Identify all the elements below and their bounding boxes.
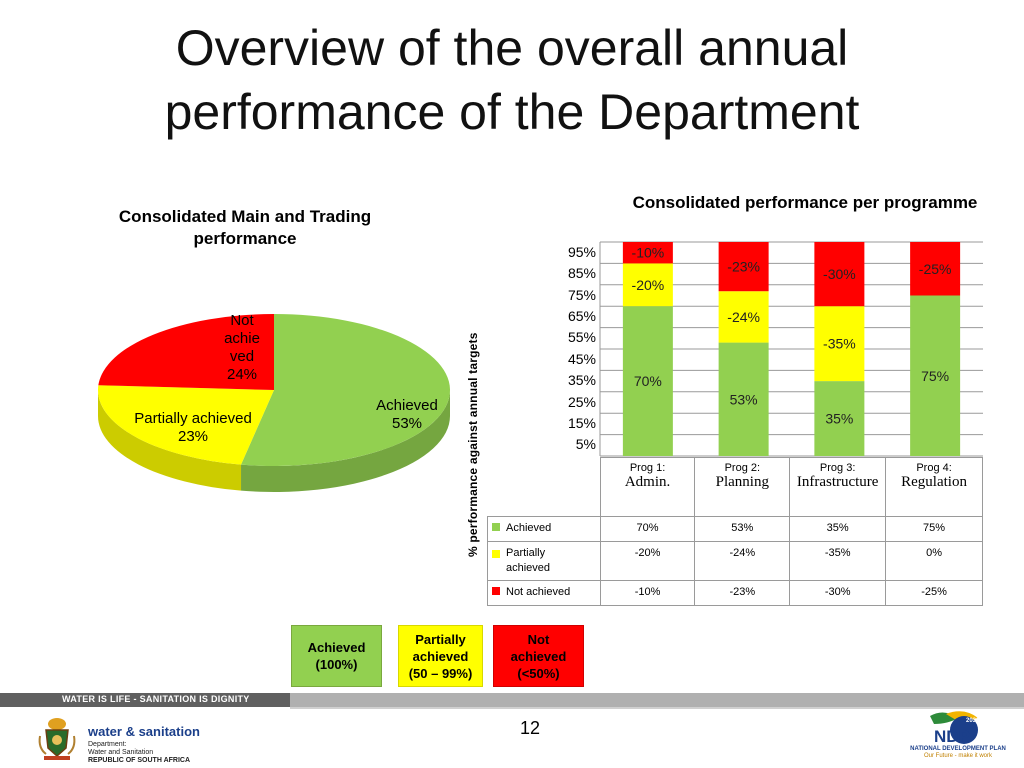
bar-chart-data-table: Prog 1: Admin. Prog 2: Planning Prog 3: … xyxy=(487,457,983,606)
y-tick-label: 55% xyxy=(567,329,596,346)
pie-value-not-achieved: 24% xyxy=(226,366,258,383)
key-not-achieved-text: Not achieved (<50%) xyxy=(510,631,567,681)
table-row-partially-achieved: Partially achieved -20% -24% -35% 0% xyxy=(487,541,983,581)
page-number: 12 xyxy=(520,718,541,738)
category-prog-2: Prog 2: Planning xyxy=(694,457,791,517)
table-header-row: Prog 1: Admin. Prog 2: Planning Prog 3: … xyxy=(487,457,983,517)
bar-0-1 xyxy=(718,342,769,456)
pie-side-1 xyxy=(97,390,242,491)
pie-chart-title: Consolidated Main and Trading performanc… xyxy=(118,207,372,248)
category-prog-1: Prog 1: Admin. xyxy=(599,457,696,517)
swatch-not-achieved xyxy=(492,587,500,596)
bar-data-label: -30% xyxy=(823,266,856,282)
svg-text:2030: 2030 xyxy=(966,718,980,724)
bar-data-label: 35% xyxy=(825,411,853,427)
table-cell: -10% xyxy=(599,580,696,606)
key-achieved: Achieved (100%) xyxy=(291,625,382,687)
table-cell: 35% xyxy=(789,516,887,542)
table-cell: -20% xyxy=(599,541,696,581)
pie-label-partially-achieved: Partially achieved 23% xyxy=(118,410,268,446)
table-cell: -30% xyxy=(789,580,887,606)
table-cell: 70% xyxy=(599,516,696,542)
category-prog-4: Prog 4: Regulation xyxy=(885,457,983,517)
pie-slice-2 xyxy=(98,314,275,390)
table-cell: -24% xyxy=(694,541,791,581)
ndp-logo-icon: NDP 2030 xyxy=(930,711,980,746)
category-prog-3: Prog 3: Infrastructure xyxy=(789,457,887,517)
bar-2-3 xyxy=(910,242,961,296)
pie-slice-0 xyxy=(241,314,450,466)
y-tick-label: 75% xyxy=(567,286,596,303)
legend-partially-achieved: Partially achieved xyxy=(487,541,601,581)
key-partially-achieved-text: Partially achieved (50 – 99%) xyxy=(408,631,473,681)
bar-data-label: -20% xyxy=(632,277,665,293)
bar-0-2 xyxy=(814,381,865,456)
table-cell: 75% xyxy=(885,516,983,542)
y-tick-label: 95% xyxy=(567,243,596,260)
y-tick-label: 35% xyxy=(567,372,596,389)
bar-2-1 xyxy=(718,242,769,292)
slide-title-line1: Overview of the overall annual xyxy=(175,20,849,76)
key-achieved-text: Achieved (100%) xyxy=(307,640,366,672)
table-cell: -23% xyxy=(694,580,791,606)
pie-value-achieved: 53% xyxy=(391,415,423,432)
pie-label-achieved: Achieved 53% xyxy=(362,397,452,433)
bar-1-1 xyxy=(718,291,769,343)
footer-slogan: WATER IS LIFE - SANITATION IS DIGNITY xyxy=(62,694,250,704)
bar-data-label: -24% xyxy=(727,309,760,325)
pie-side-0 xyxy=(241,390,450,492)
dept-name: water & sanitation xyxy=(88,724,200,739)
bar-data-label: -23% xyxy=(727,259,760,275)
bar-data-label: -25% xyxy=(919,261,952,277)
bar-data-label: -35% xyxy=(823,336,856,352)
y-tick-label: 5% xyxy=(575,436,596,453)
table-cell: -25% xyxy=(885,580,983,606)
table-row-not-achieved: Not achieved -10% -23% -30% -25% xyxy=(487,580,983,606)
bar-2-2 xyxy=(814,242,865,307)
swatch-achieved xyxy=(492,523,500,532)
swatch-partially-achieved xyxy=(492,550,500,558)
footer-divider xyxy=(290,707,1024,709)
slide-title: Overview of the overall annual performan… xyxy=(0,16,1024,144)
bar-chart-title: Consolidated performance per programme xyxy=(632,193,978,212)
bar-data-label: 53% xyxy=(730,391,758,407)
ndp-caption: NATIONAL DEVELOPMENT PLAN Our Future - m… xyxy=(910,746,1006,759)
pie-chart xyxy=(97,314,450,492)
bar-data-label: -10% xyxy=(632,245,665,261)
key-not-achieved: Not achieved (<50%) xyxy=(493,625,584,687)
bar-1-2 xyxy=(814,306,865,382)
svg-text:NDP: NDP xyxy=(934,727,970,746)
table-row-achieved: Achieved 70% 53% 35% 75% xyxy=(487,516,983,542)
coat-of-arms-icon xyxy=(38,718,76,760)
pie-slice-1 xyxy=(98,385,274,465)
key-partially-achieved: Partially achieved (50 – 99%) xyxy=(398,625,483,687)
y-tick-label: 65% xyxy=(567,307,596,324)
y-tick-label: 25% xyxy=(567,393,596,410)
slide-title-line2: performance of the Department xyxy=(164,84,860,140)
bar-2-0 xyxy=(622,242,673,264)
y-tick-label: 85% xyxy=(567,265,596,282)
bar-chart: 70% -20% -10% 53% -24% -23% 35% -35% -30% 75% -25% xyxy=(599,241,983,457)
bar-chart-y-axis-label: % performance against annual targets xyxy=(466,332,480,557)
table-cell: 53% xyxy=(694,516,791,542)
legend-not-achieved: Not achieved xyxy=(487,580,601,606)
bar-data-label: 70% xyxy=(634,373,662,389)
bar-0-3 xyxy=(910,295,961,456)
pie-label-not-achieved: Not achie ved 24% xyxy=(218,312,266,384)
pie-sides xyxy=(97,390,450,492)
bar-data-label: 75% xyxy=(921,368,949,384)
footer-dark-band xyxy=(0,693,290,707)
dept-details: Department: Water and Sanitation REPUBLI… xyxy=(88,741,191,764)
table-cell: -35% xyxy=(789,541,887,581)
table-cell: 0% xyxy=(885,541,983,581)
bar-1-0 xyxy=(622,263,673,307)
y-tick-label: 45% xyxy=(567,350,596,367)
y-tick-label: 15% xyxy=(567,414,596,431)
bar-0-0 xyxy=(622,306,673,456)
pie-value-partially-achieved: 23% xyxy=(177,428,209,445)
legend-achieved: Achieved xyxy=(487,516,601,542)
